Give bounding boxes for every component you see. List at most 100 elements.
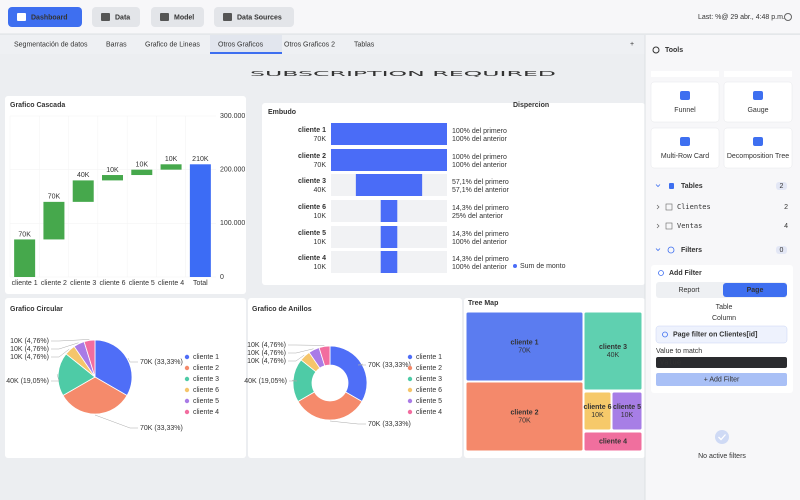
- segment-label[interactable]: Page: [747, 287, 764, 294]
- visual-icon: [680, 137, 690, 146]
- card-title: Embudo: [268, 109, 296, 116]
- nav-button[interactable]: [92, 7, 140, 27]
- badge-count: 0: [780, 247, 784, 254]
- category-label: cliente 6: [298, 204, 326, 211]
- legend-label: cliente 6: [416, 387, 442, 394]
- value-label: 10K: [314, 264, 327, 271]
- percent-first: 14,3% del primero: [452, 256, 509, 263]
- badge: [776, 246, 787, 254]
- leader-line: [127, 357, 138, 363]
- tab[interactable]: Tablas: [354, 41, 375, 48]
- leader-line: [51, 374, 60, 382]
- tab-active-bg: [210, 35, 282, 54]
- treemap-tile: [465, 311, 584, 382]
- card-title: Grafico de Anillos: [252, 306, 312, 313]
- leader-line: [329, 420, 366, 425]
- table-name[interactable]: Clientes: [677, 203, 711, 211]
- data-label: 70K (33,33%): [140, 359, 183, 366]
- visual-label[interactable]: Decomposition Tree: [727, 153, 789, 160]
- funnel-bar: [331, 149, 447, 171]
- add-tab[interactable]: +: [630, 41, 634, 48]
- nav-button-label[interactable]: Dashboard: [31, 14, 68, 21]
- chevron[interactable]: [655, 248, 661, 252]
- visual-card[interactable]: [650, 127, 720, 169]
- value-label: 70K: [314, 162, 327, 169]
- slice: [94, 339, 133, 397]
- card-title: Grafico Cascada: [10, 102, 65, 109]
- leader-line: [94, 414, 138, 429]
- nav-button-label[interactable]: Data Sources: [237, 14, 282, 21]
- category-label: cliente 4: [298, 255, 326, 262]
- card-title: Add Filter: [669, 270, 702, 277]
- tile-value: 10K: [621, 412, 634, 419]
- data-label: 10K (4,76%): [247, 350, 286, 357]
- percent-previous: 100% del anterior: [452, 239, 508, 246]
- bar: [102, 175, 123, 181]
- leader-line: [288, 354, 305, 362]
- visual-label[interactable]: Gauge: [747, 107, 768, 114]
- target-label: Page filter on Clientes[id]: [673, 331, 757, 338]
- tab[interactable]: Segmentación de datos: [14, 41, 88, 48]
- segment-label[interactable]: Report: [678, 287, 699, 294]
- visual-label[interactable]: Funnel: [674, 107, 696, 114]
- tab[interactable]: Otros Graficos 2: [284, 41, 335, 48]
- legend-marker: [184, 398, 190, 404]
- nav-icon: [17, 13, 26, 21]
- visual-card[interactable]: [723, 127, 793, 169]
- empty-text: No active filters: [698, 453, 746, 460]
- legend-marker: [407, 365, 413, 371]
- chevron[interactable]: [655, 184, 661, 188]
- legend-marker: [407, 409, 413, 415]
- button-label[interactable]: + Add Filter: [704, 376, 740, 383]
- chevron[interactable]: [656, 223, 660, 229]
- data-label: 40K: [77, 172, 90, 179]
- data-label: 10K: [106, 167, 119, 174]
- target-box[interactable]: [655, 325, 788, 344]
- tab[interactable]: Barras: [106, 41, 127, 48]
- data-label: 10K (4,76%): [247, 358, 286, 365]
- add-filter-button[interactable]: [656, 373, 787, 386]
- nav-button-label[interactable]: Data: [115, 14, 130, 21]
- x-tick-label: cliente 5: [129, 280, 155, 287]
- category-label: cliente 2: [298, 153, 326, 160]
- nav-button[interactable]: [214, 7, 294, 27]
- input-label: Value to match: [656, 348, 702, 355]
- percent-previous: 100% del anterior: [452, 136, 508, 143]
- add-filter-icon: [658, 270, 664, 276]
- bar: [189, 164, 211, 277]
- tab[interactable]: Grafico de Lineas: [145, 41, 200, 48]
- segment-active[interactable]: [723, 283, 787, 297]
- funnel-bar: [331, 123, 447, 145]
- nav-button[interactable]: [151, 7, 204, 27]
- refresh-button[interactable]: [784, 13, 792, 21]
- tools-icon: [652, 46, 660, 54]
- category-label: cliente 5: [298, 230, 326, 237]
- chevron[interactable]: [656, 204, 660, 210]
- nav-button-label[interactable]: Model: [174, 14, 194, 21]
- legend-label: cliente 4: [416, 409, 442, 416]
- visual-label[interactable]: Multi-Row Card: [661, 153, 709, 160]
- data-label: 10K (4,76%): [10, 338, 49, 345]
- legend-label: cliente 3: [416, 376, 442, 383]
- legend-label: cliente 6: [193, 387, 219, 394]
- leader-line: [51, 339, 90, 342]
- table-count: 2: [784, 204, 788, 211]
- x-tick-label: cliente 4: [158, 280, 184, 287]
- tab-bar: [0, 35, 645, 54]
- visual-card[interactable]: [723, 81, 793, 123]
- tile-label: cliente 2: [510, 409, 538, 416]
- leader-line: [51, 348, 70, 358]
- data-label: 70K (33,33%): [368, 421, 411, 428]
- tile-label: cliente 1: [510, 339, 538, 346]
- visual-card[interactable]: [650, 81, 720, 123]
- card-title: Grafico Circular: [10, 306, 63, 313]
- nav-button[interactable]: [8, 7, 82, 27]
- treemap-tile: [583, 311, 643, 391]
- legend-label: cliente 1: [193, 354, 219, 361]
- table-name[interactable]: Ventas: [677, 222, 702, 230]
- value-input[interactable]: [656, 357, 787, 368]
- table-icon: [665, 203, 673, 211]
- data-label: 210K: [192, 156, 209, 163]
- category-label: cliente 3: [298, 178, 326, 185]
- tab[interactable]: Otros Graficos: [218, 41, 264, 48]
